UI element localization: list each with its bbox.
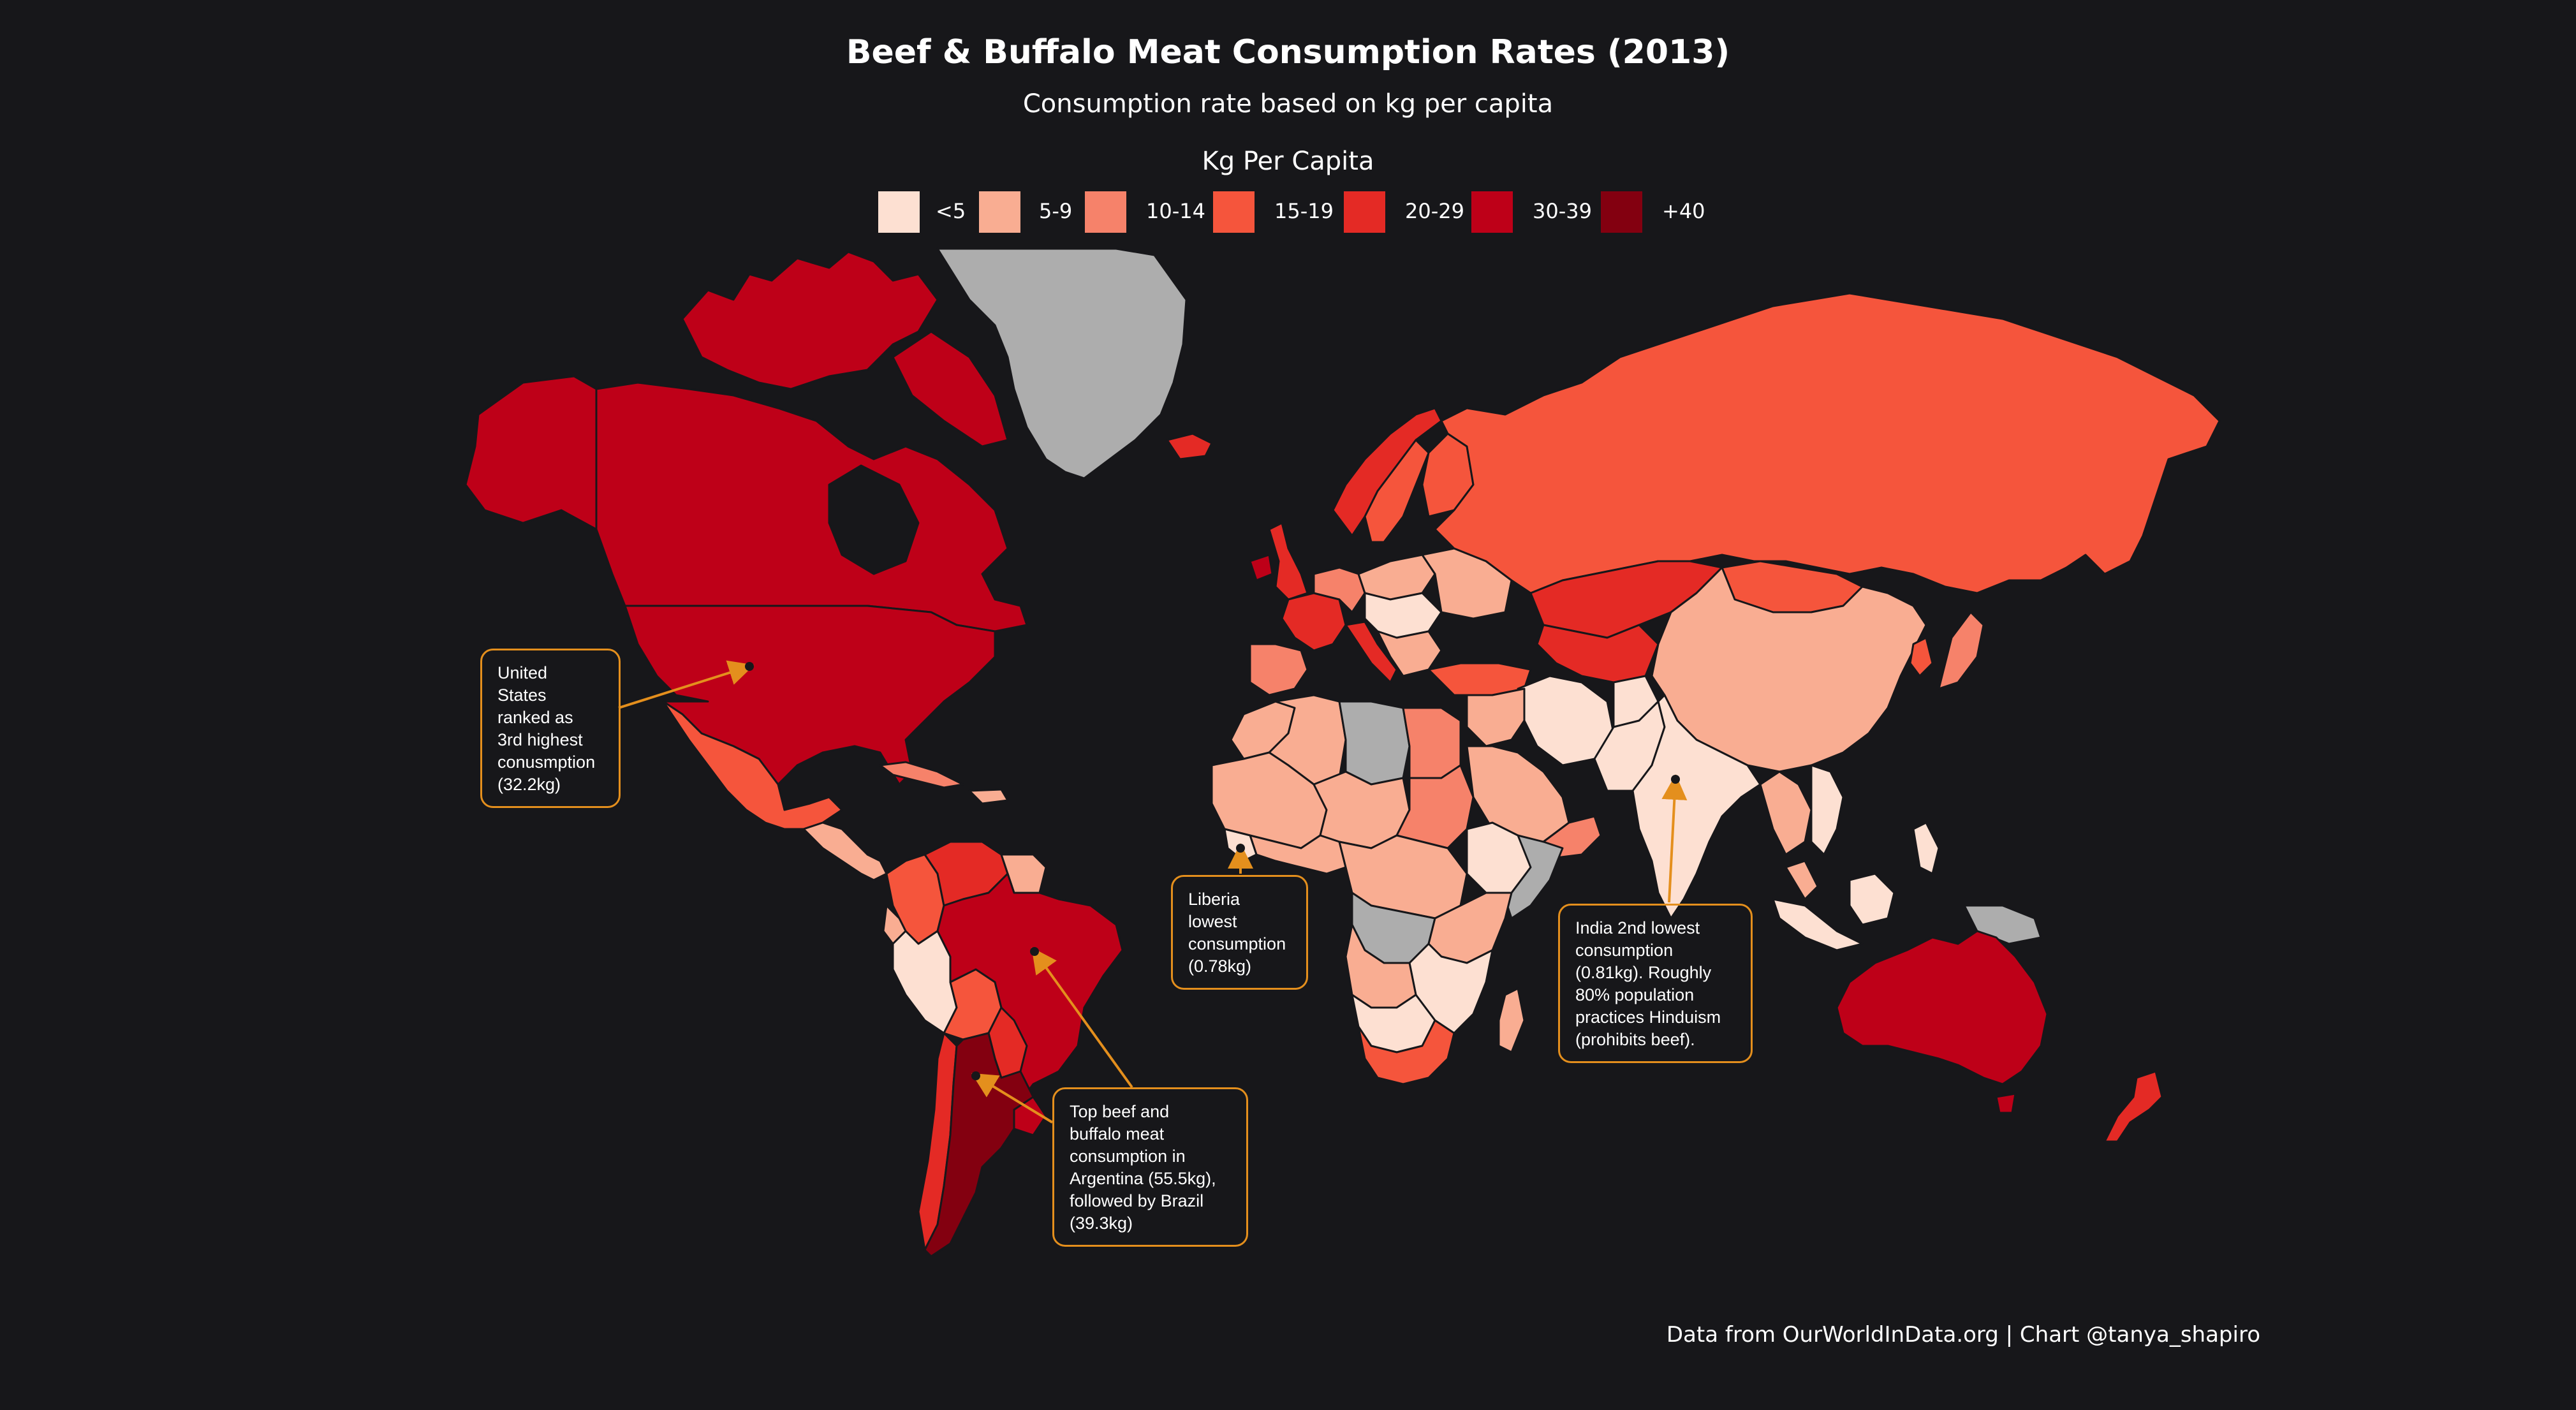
hudson-bay [828,464,920,575]
central-america [802,821,888,881]
mexico [662,700,843,830]
legend-swatch-40plus [1601,191,1642,233]
malaysia [1785,860,1819,900]
argentina [924,1032,1034,1258]
india-marker [1671,775,1680,784]
poland-baltics [1357,554,1436,601]
spain-portugal [1249,643,1309,696]
canada-arctic-islands [681,251,939,390]
united-states [624,605,996,786]
argentina-arrow-1 [971,1073,1054,1124]
korea [1909,636,1934,677]
brazil [936,872,1124,1111]
argentina-annotation: Top beef and buffalo meat consumption in… [1052,1087,1248,1247]
japan [1938,611,1985,690]
legend-label-30-39: 30-39 [1533,199,1592,223]
legend-label-20-29: 20-29 [1405,199,1464,223]
legend-swatch-30-39 [1471,191,1513,233]
greenland [936,247,1188,480]
myanmar-thailand [1759,770,1813,856]
turkey [1427,662,1532,696]
legend-label-15-19: 15-19 [1274,199,1334,223]
legend-swatch-15-19 [1213,191,1255,233]
alaska [464,375,598,531]
legend-label-40plus: +40 [1662,199,1705,223]
brazil-marker [1030,947,1039,956]
legend-label-10-14: 10-14 [1146,199,1205,223]
iraq-syria [1466,687,1526,747]
india-annotation: India 2nd lowest consumption (0.81kg). R… [1558,904,1753,1063]
borneo [1848,872,1895,926]
russia [1434,292,2221,594]
legend-swatch-20-29 [1344,191,1385,233]
central-europe [1364,592,1443,639]
sweden [1364,439,1430,543]
india-arrow [1661,774,1688,903]
cuba [879,761,964,789]
philippines [1912,821,1940,875]
indonesia-west [1772,898,1864,951]
footer-credit: Data from OurWorldInData.org | Chart @ta… [1666,1322,2260,1348]
france [1281,592,1347,652]
legend-swatch-lt5 [878,191,920,233]
libya [1338,700,1411,786]
south-africa [1357,1019,1455,1085]
germany-benelux [1313,566,1366,613]
balkans [1376,630,1443,677]
indochina [1810,764,1844,856]
somalia [1504,834,1564,920]
chart-subtitle: Consumption rate based on kg per capita [1022,89,1554,119]
india [1631,694,1762,920]
tasmania [1995,1092,2017,1114]
legend-label-5-9: 5-9 [1039,199,1073,223]
madagascar [1498,987,1526,1054]
liberia-marker [1236,844,1245,853]
usa-arrow [618,660,754,709]
iceland [1166,432,1213,460]
chart-title: Beef & Buffalo Meat Consumption Rates (2… [846,33,1730,71]
australia [1836,930,2049,1085]
argentina-marker [971,1071,980,1080]
hispaniola [968,788,1009,805]
legend-title: Kg Per Capita [1202,147,1374,176]
legend-swatch-5-9 [979,191,1020,233]
ireland [1249,554,1274,582]
sudan [1395,764,1475,849]
liberia-annotation: Liberia lowest consumption (0.78kg) [1171,875,1308,990]
argentina-arrow-2 [1031,947,1133,1089]
italy [1344,621,1398,684]
egypt [1402,707,1462,779]
new-zealand [2103,1070,2163,1143]
baffin-island [892,330,1009,448]
usa-annotation: United States ranked as 3rd highest conu… [480,649,621,808]
legend-label-lt5: <5 [936,199,966,223]
usa-marker [745,662,754,671]
legend-swatch-10-14 [1085,191,1126,233]
united-kingdom [1268,522,1309,601]
